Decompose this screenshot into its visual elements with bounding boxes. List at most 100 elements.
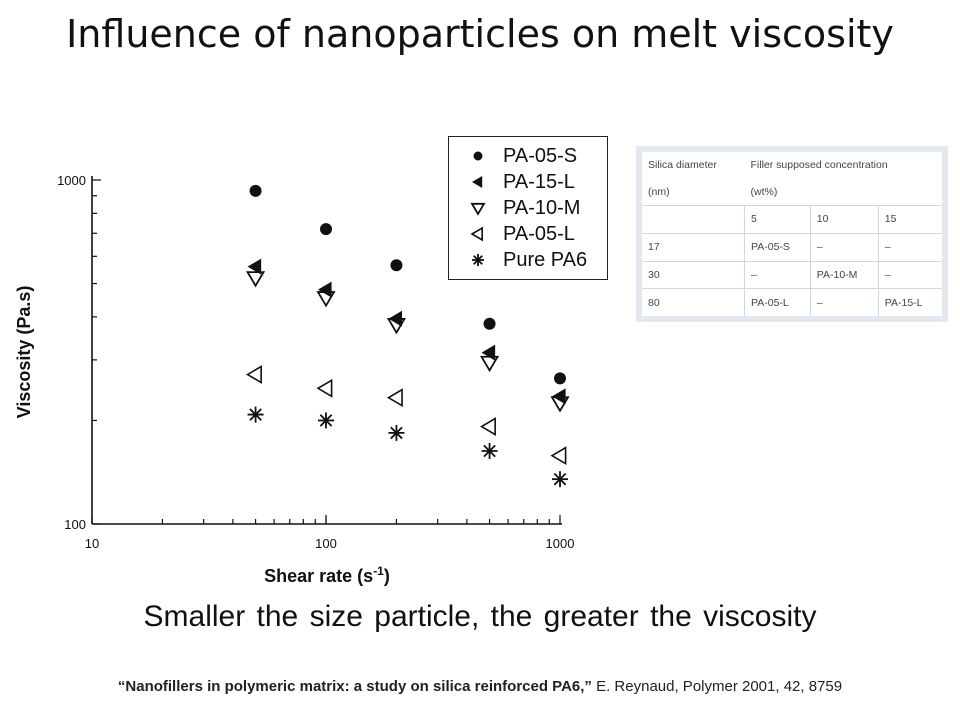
legend-marker-icon [472,176,483,188]
table-cell: – [809,288,879,316]
legend-marker [472,254,484,266]
table-header-row: Silica diameter Filler supposed concentr… [642,152,942,178]
marker-shape [247,258,262,275]
marker-shape [245,271,266,288]
citation-source: E. Reynaud, Polymer 2001, 42, 8759 [591,678,843,695]
table-header-cell: 15 [877,204,942,234]
y-axis-label: Viscosity (Pa.s) [14,286,34,419]
legend-marker-icon [472,254,484,266]
marker-shape [319,414,333,427]
data-point [479,355,500,373]
marker-shape [479,355,500,373]
marker-shape [320,223,332,236]
data-point [247,258,262,275]
legend-label: PA-05-S [503,145,578,167]
table-cell: PA-10-M [809,260,879,289]
legend-marker [473,151,483,161]
legend-marker-icon [473,151,483,161]
legend-marker-icon [470,202,486,216]
marker-shape [470,202,486,216]
marker-shape [316,291,336,308]
silica-table: Silica diameter Filler supposed concentr… [642,152,942,316]
data-point [316,291,336,308]
data-point [320,223,332,236]
marker-shape [473,151,483,161]
table-cell: – [809,232,879,262]
data-point [390,259,403,272]
data-point [386,318,407,335]
legend-label: PA-15-L [503,171,575,193]
data-point [481,344,496,361]
chart-legend: PA-05-S PA-15-L PA-10-M PA-05-L Pure PA6 [448,136,608,280]
marker-shape [483,444,496,458]
marker-shape [245,365,262,384]
table-cell: 17 [642,232,745,262]
data-point [316,378,333,398]
marker-shape [554,372,566,385]
marker-shape [470,226,483,242]
table-cell: 30 [642,260,745,289]
y-tick-label: 1000 [57,173,86,188]
legend-label: PA-05-L [503,223,575,245]
table-cell: PA-05-L [744,288,811,316]
table-cell: – [877,232,942,262]
table-header-cell: Silica diameter [648,159,717,172]
marker-shape [550,446,567,466]
data-point [550,446,567,466]
data-point [550,396,570,413]
table-header-cell [642,204,745,234]
table-cell: – [744,260,811,289]
data-point [483,317,496,330]
marker-shape [553,472,567,486]
data-point [388,424,405,441]
slide-title: Influence of nanoparticles on melt visco… [66,12,894,56]
data-point [318,412,334,429]
data-point [245,271,266,288]
data-point [386,388,403,408]
table-header-cell: 5 [744,204,811,234]
slide-caption: Smaller the size particle, the greater t… [143,600,817,633]
legend-marker [470,202,486,216]
marker-shape [249,408,262,421]
x-tick-label: 1000 [546,536,575,551]
legend-item: PA-15-L [449,169,609,195]
citation-title: “Nanofillers in polymeric matrix: a stud… [117,678,592,695]
marker-shape [550,396,570,413]
table-row: 17 PA-05-S – – [642,232,942,262]
x-tick-label: 100 [315,536,337,551]
data-point [249,184,262,197]
legend-item: PA-10-M [449,195,609,221]
marker-shape [390,426,403,440]
table-row: 80 PA-05-L – PA-15-L [642,288,942,316]
marker-shape [481,344,496,361]
legend-item: Pure PA6 [449,247,609,273]
y-tick-label: 100 [64,517,86,532]
legend-marker [470,226,483,242]
marker-shape [390,259,403,272]
silica-table-panel: Silica diameter Filler supposed concentr… [636,146,948,322]
legend-marker [472,176,483,188]
table-header-cell: (nm) [648,185,670,198]
legend-item: PA-05-L [449,221,609,247]
table-cell: – [877,260,942,289]
data-point [247,406,264,423]
citation: “Nanofillers in polymeric matrix: a stud… [0,678,960,695]
data-point [318,281,332,298]
table-cell: PA-05-S [744,232,811,262]
table-header-cell: Filler supposed concentration [750,159,888,172]
table-row: 30 – PA-10-M – [642,260,942,289]
x-axis-label: Shear rate (s-1) [264,564,390,586]
marker-shape [483,317,496,330]
data-point [552,471,568,488]
table-cell: PA-15-L [877,288,942,316]
marker-shape [479,417,496,436]
marker-shape [386,388,403,408]
marker-shape [473,255,483,265]
marker-shape [318,281,332,298]
data-point [479,417,496,436]
marker-shape [386,318,407,335]
viscosity-chart: 10 100 1000 100 1000 Shear rate (s-1) Viscosit… [14,173,575,586]
data-point [245,365,262,384]
data-point [554,372,566,385]
table-header-cell: 10 [809,204,879,234]
